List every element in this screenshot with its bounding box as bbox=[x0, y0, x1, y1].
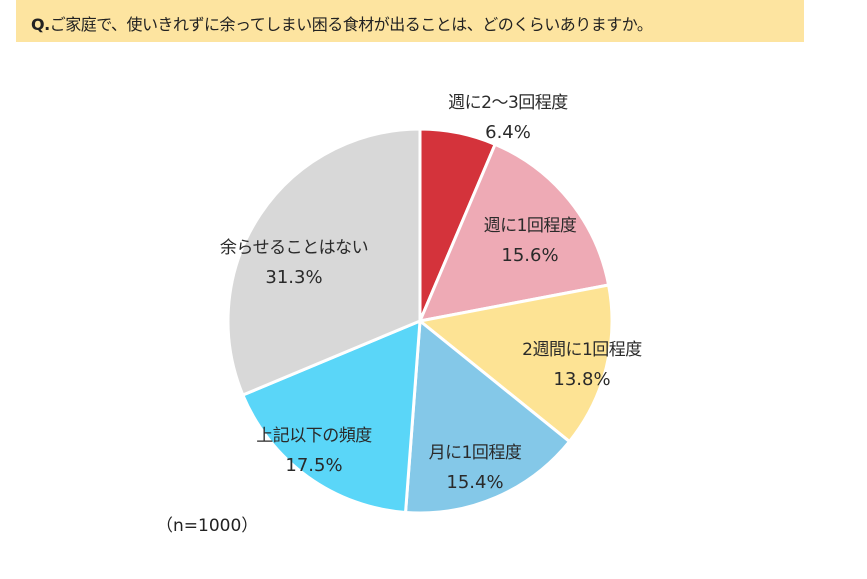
question-prefix: Q. bbox=[31, 15, 50, 34]
slice-percent: 13.8% bbox=[553, 369, 611, 390]
slice-name: 上記以下の頻度 bbox=[256, 426, 372, 446]
slice-label-biweekly-1: 2週間に1回程度 13.8% bbox=[522, 342, 642, 389]
slice-weekly-1 bbox=[418, 142, 611, 323]
slice-less bbox=[241, 319, 422, 514]
question-title: Q.ご家庭で、使いきれずに余ってしまい困る食材が出ることは、どのくらいありますか… bbox=[31, 11, 653, 35]
slice-biweekly-1 bbox=[418, 283, 614, 444]
slice-percent: 31.3% bbox=[265, 267, 323, 288]
slice-name: 月に1回程度 bbox=[428, 443, 522, 463]
question-text: ご家庭で、使いきれずに余ってしまい困る食材が出ることは、どのくらいありますか。 bbox=[49, 15, 653, 34]
slice-label-less: 上記以下の頻度 17.5% bbox=[256, 428, 372, 475]
slice-label-monthly-1: 月に1回程度 15.4% bbox=[429, 445, 522, 492]
slice-never bbox=[226, 127, 422, 397]
slice-percent: 6.4% bbox=[485, 122, 531, 143]
slice-label-weekly-1: 週に1回程度 15.6% bbox=[484, 218, 577, 265]
slice-name: 余らせることはない bbox=[219, 238, 369, 258]
sample-size-note: （n=1000） bbox=[156, 516, 259, 536]
slice-label-never: 余らせることはない 31.3% bbox=[219, 238, 369, 288]
slice-percent: 15.4% bbox=[446, 472, 504, 493]
question-banner: Q.ご家庭で、使いきれずに余ってしまい困る食材が出ることは、どのくらいありますか… bbox=[16, 0, 804, 42]
slice-monthly-1 bbox=[404, 319, 571, 515]
slice-name: 週に1回程度 bbox=[483, 216, 577, 236]
slice-name: 2週間に1回程度 bbox=[522, 340, 642, 360]
slice-percent: 17.5% bbox=[285, 455, 343, 476]
slice-name: 週に2～3回程度 bbox=[448, 93, 568, 113]
slice-percent: 15.6% bbox=[501, 245, 559, 266]
slice-label-weekly-2-3: 週に2～3回程度 6.4% bbox=[448, 95, 568, 142]
